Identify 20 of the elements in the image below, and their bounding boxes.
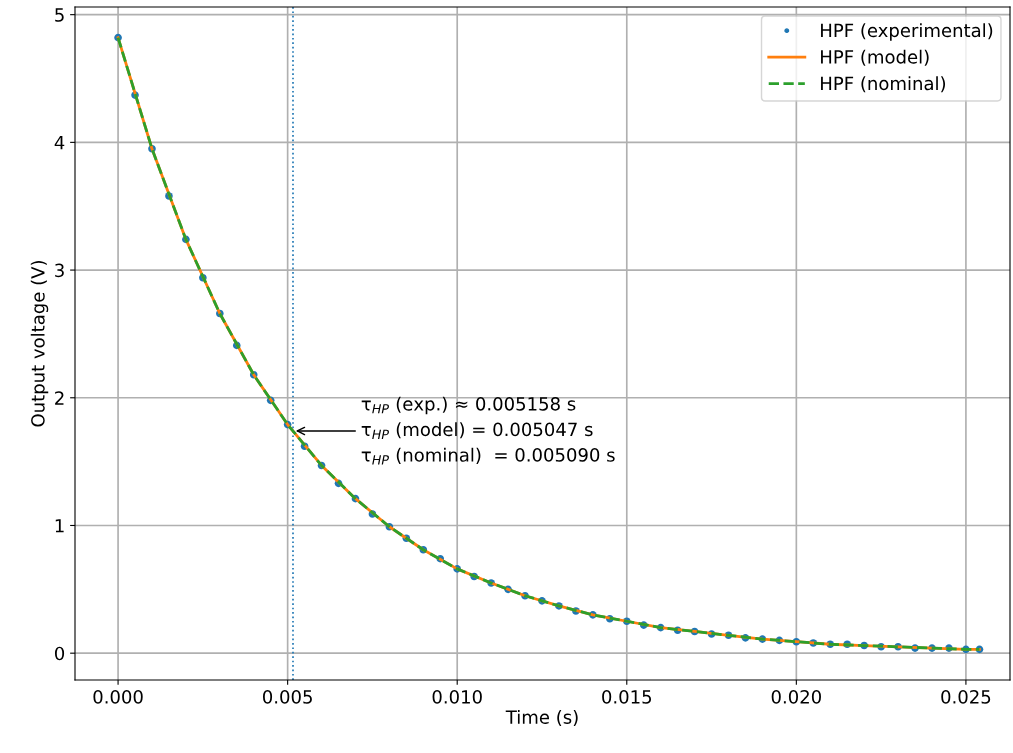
x-tick-label: 0.025 — [941, 690, 991, 704]
legend-label: HPF (nominal) — [821, 76, 946, 93]
annotation: τ$_{HP}$ (exp.) ≈ 0.005158 s — [361, 396, 576, 415]
annotation: τ$_{HP}$ (model) = 0.005047 s — [361, 422, 593, 439]
y-tick-label: 4 — [54, 136, 65, 150]
x-axis-title: Time (s) — [505, 709, 578, 727]
x-tick-label: 0.000 — [93, 690, 143, 704]
y-tick-label: 1 — [55, 519, 64, 533]
x-tick-label: 0.005 — [262, 690, 312, 704]
y-tick-label: 2 — [55, 391, 64, 405]
legend-label: HPF (experimental) — [821, 23, 993, 41]
annotation: τ$_{HP}$ (nominal) = 0.005090 s — [361, 447, 615, 465]
y-tick-label: 0 — [54, 646, 65, 661]
legend-label: HPF (model) — [821, 49, 929, 66]
x-tick-label: 0.010 — [432, 690, 482, 704]
y-tick-label: 5 — [55, 8, 64, 22]
y-axis-title: Output voltage (V) — [30, 261, 49, 427]
y-tick-label: 3 — [55, 263, 64, 278]
x-tick-label: 0.015 — [602, 690, 652, 704]
x-tick-label: 0.020 — [771, 690, 821, 704]
